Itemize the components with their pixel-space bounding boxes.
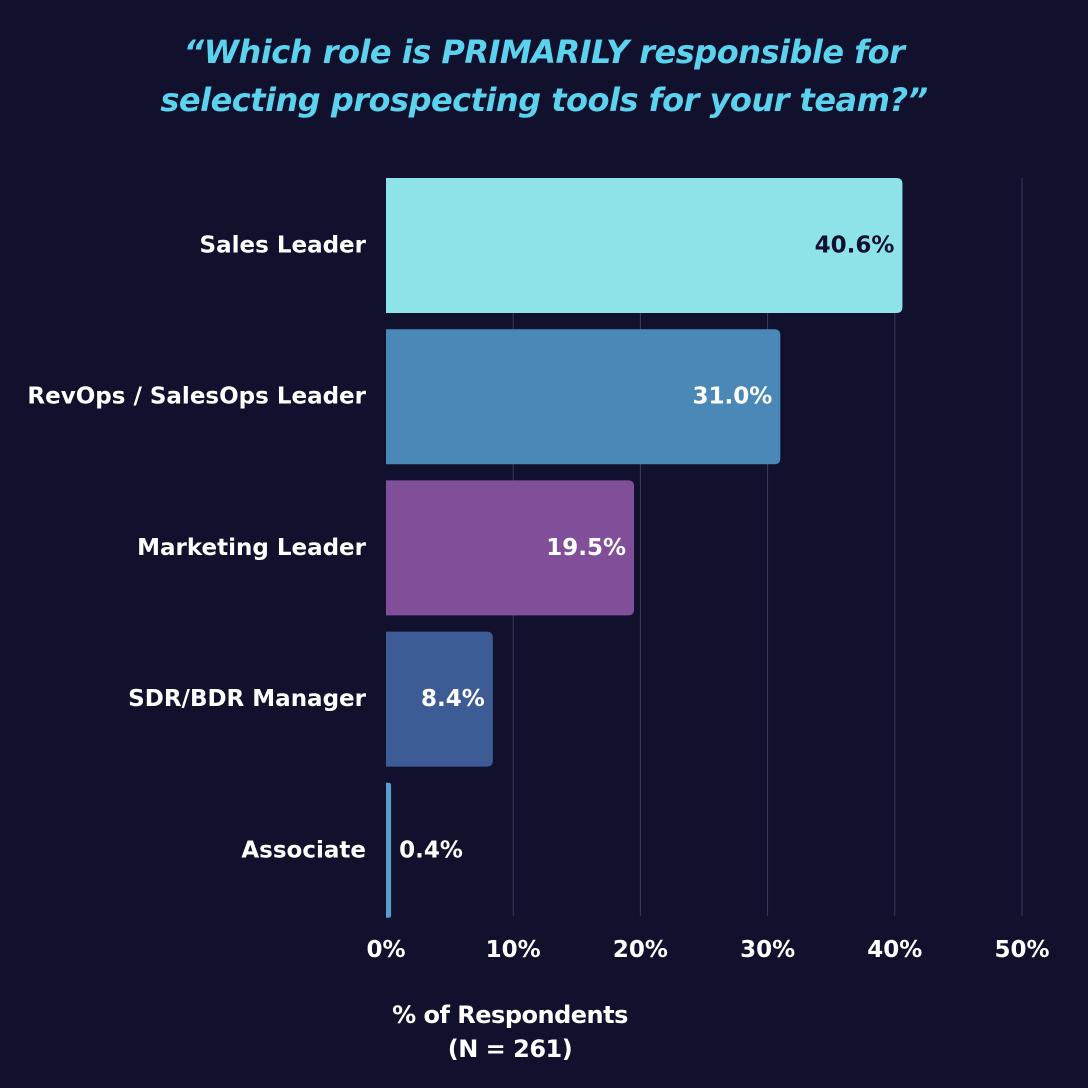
category-label: Marketing Leader <box>137 535 367 561</box>
data-label: 40.6% <box>815 233 895 259</box>
x-tick-label: 0% <box>366 937 405 963</box>
chart-title-line-2: selecting prospecting tools for your tea… <box>160 81 928 119</box>
bar <box>386 782 392 918</box>
x-axis-label: % of Respondents (N = 261) <box>0 998 1020 1066</box>
chart-title: “Which role is PRIMARILY responsible for… <box>0 28 1088 124</box>
bar <box>386 480 635 616</box>
x-tick-label: 30% <box>740 937 795 963</box>
data-label: 0.4% <box>399 837 463 863</box>
x-tick-label: 10% <box>486 937 541 963</box>
data-label: 19.5% <box>546 535 626 561</box>
data-label: 8.4% <box>421 686 485 712</box>
x-tick-label: 50% <box>994 937 1049 963</box>
category-label: Sales Leader <box>200 233 367 259</box>
category-label: RevOps / SalesOps Leader <box>27 384 366 410</box>
bar <box>386 178 903 313</box>
x-axis-label-line-2: (N = 261) <box>447 1035 573 1063</box>
bar <box>386 329 781 465</box>
bar <box>386 631 493 767</box>
x-tick-label: 20% <box>613 937 668 963</box>
category-label: Associate <box>241 837 366 863</box>
category-label: SDR/BDR Manager <box>128 686 366 712</box>
chart-title-line-1: “Which role is PRIMARILY responsible for <box>183 33 905 71</box>
x-axis-label-line-1: % of Respondents <box>392 1001 628 1029</box>
data-label: 31.0% <box>693 384 773 410</box>
x-tick-label: 40% <box>867 937 922 963</box>
